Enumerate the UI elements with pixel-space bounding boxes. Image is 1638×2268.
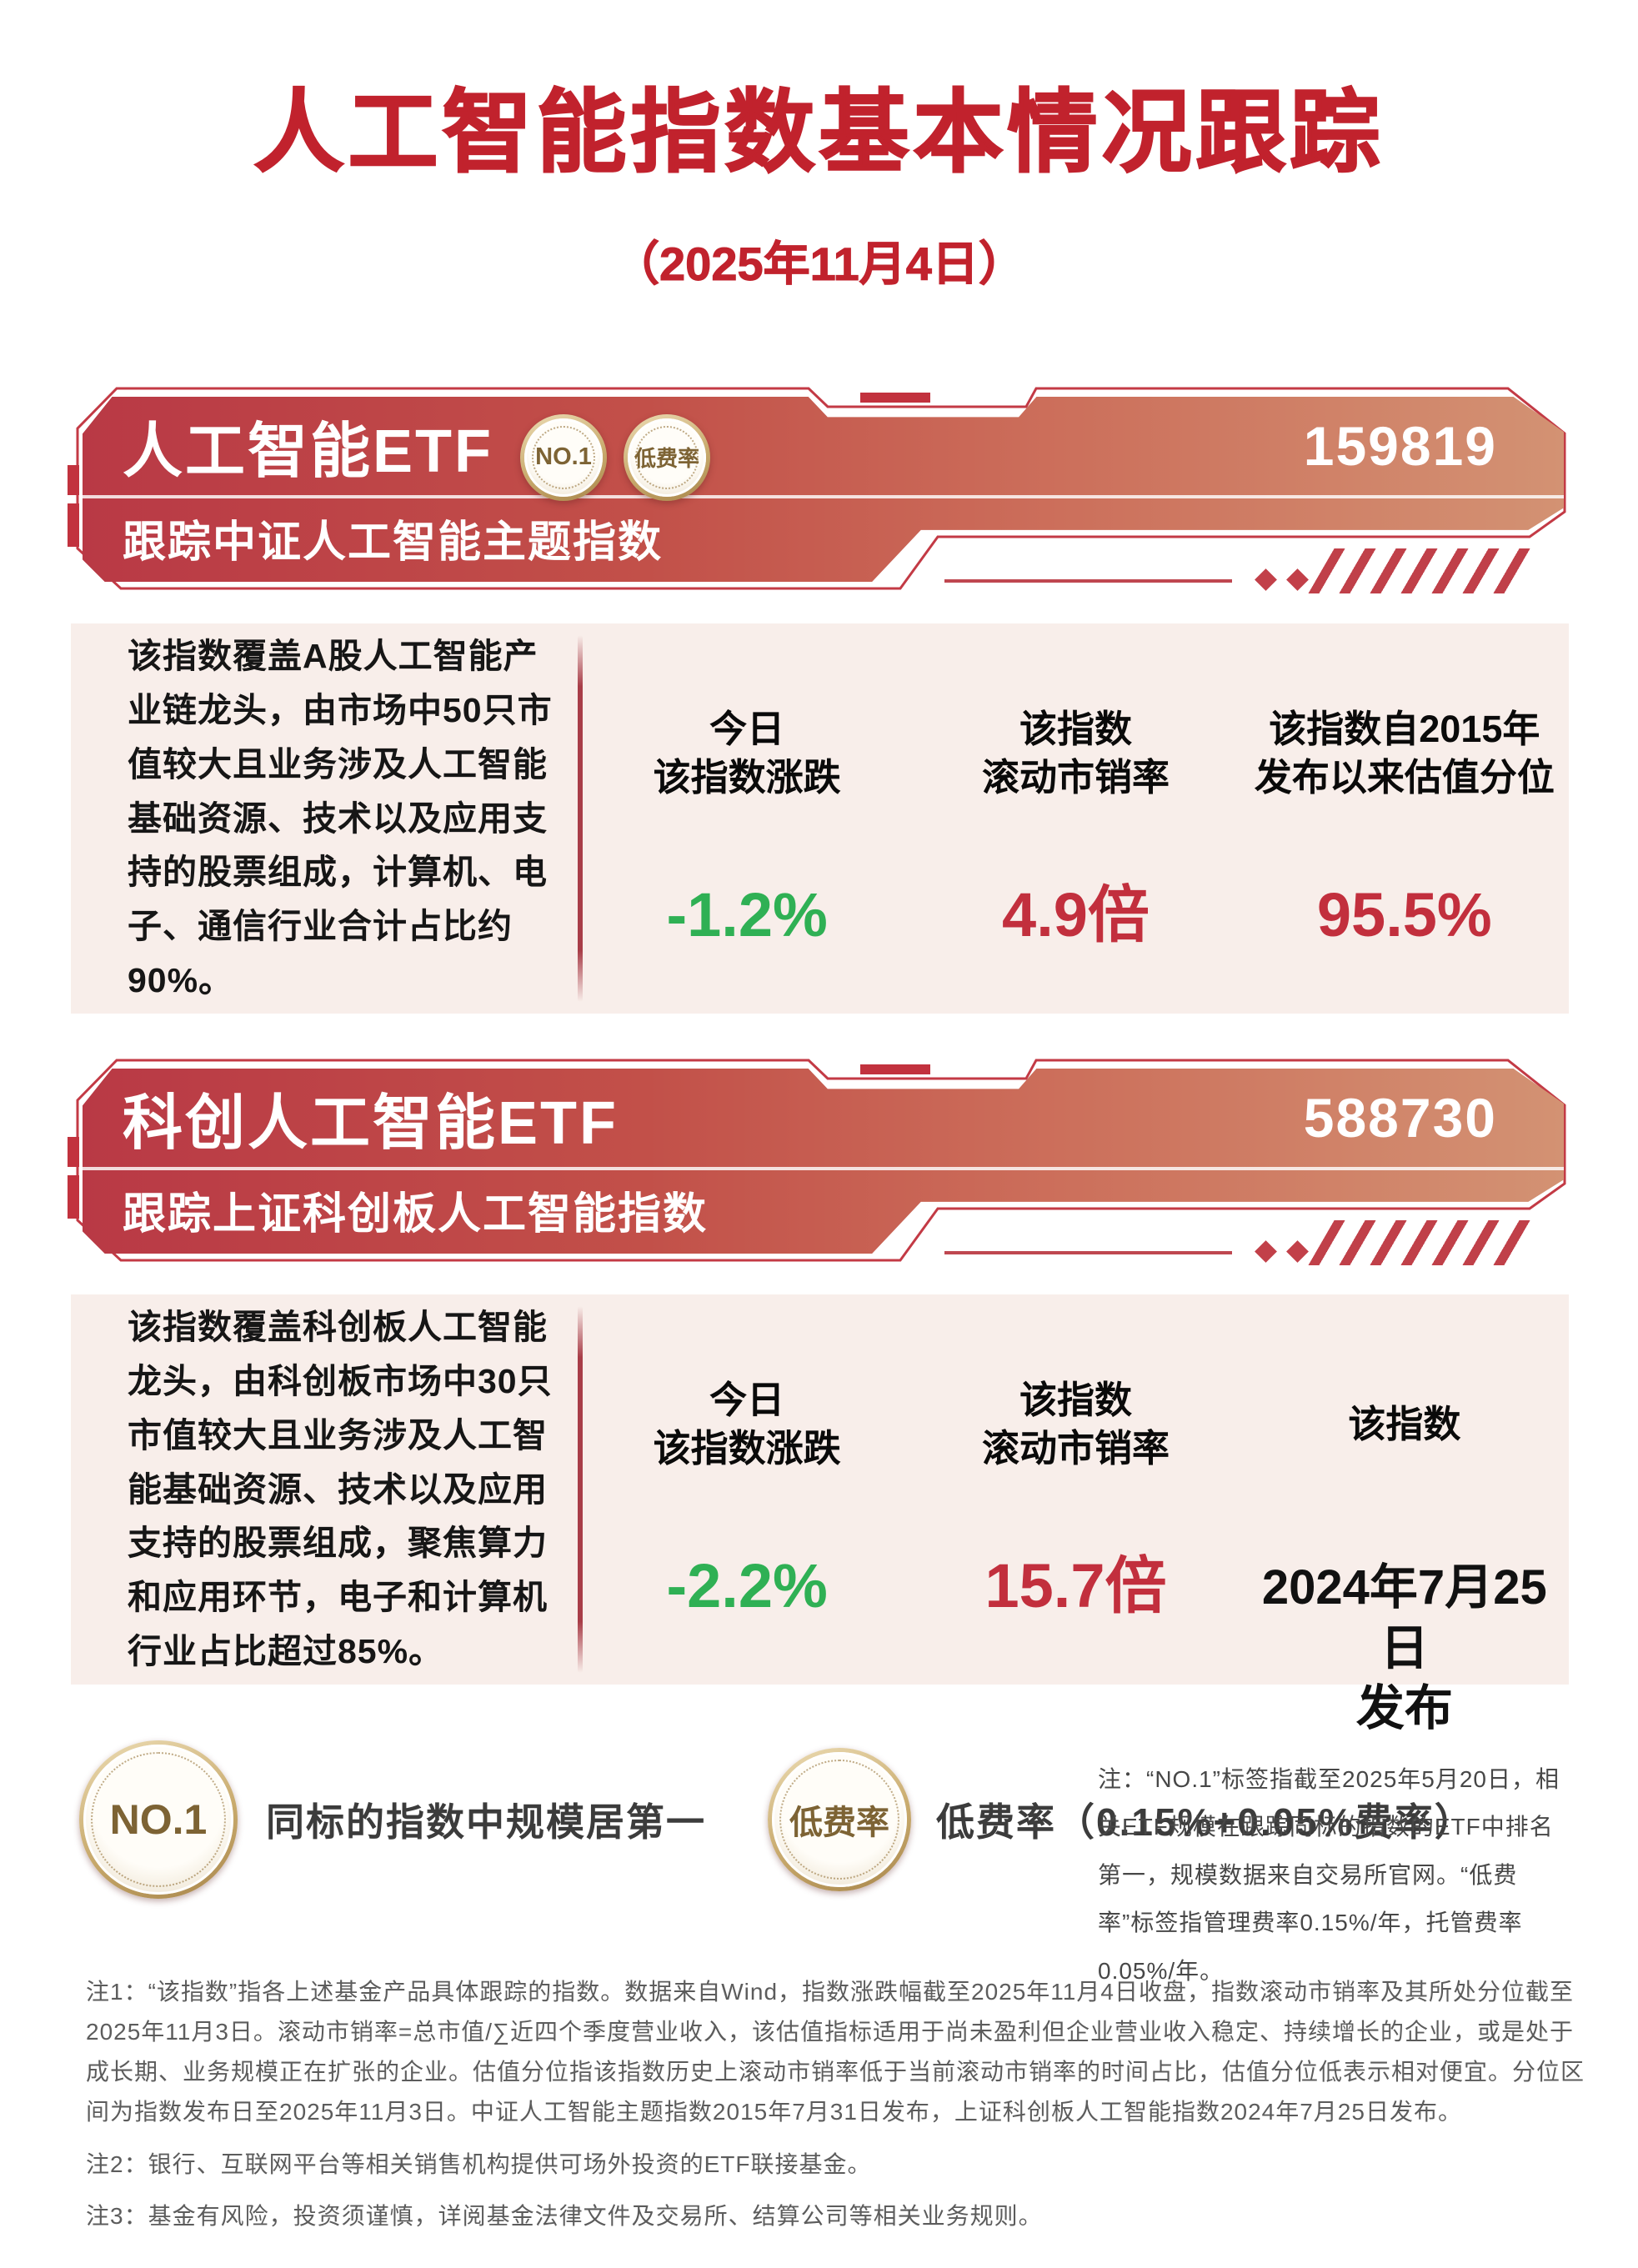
card2-stats: 今日 该指数涨跌 -2.2% 该指数 滚动市销率 15.7倍 <box>583 1294 1569 1736</box>
lowfee-badge-label: 低费率 <box>634 446 699 472</box>
card1-header: 人工智能ETF NO.1 低费率 159819 跟踪中证人工智能主题指数 <box>68 385 1575 593</box>
stat-value: 15.7倍 <box>984 1551 1167 1620</box>
left-tab-decoration <box>68 503 79 547</box>
underline-decoration <box>944 1251 1232 1254</box>
no1-badge-label: NO.1 <box>109 1796 208 1843</box>
card1-description: 该指数覆盖A股人工智能产业链龙头，由市场中50只市值较大且业务涉及人工智能基础资… <box>128 637 553 999</box>
vertical-divider <box>578 635 583 1002</box>
footnote-1: 注1：“该指数”指各上述基金产品具体跟踪的指数。数据来自Wind，指数涨跌幅截至… <box>86 1979 1585 2125</box>
stat-value: -2.2% <box>666 1551 828 1620</box>
page-title: 人工智能指数基本情况跟踪 <box>253 81 1385 183</box>
footnote-2: 注2：银行、互联网平台等相关销售机构提供可场外投资的ETF联接基金。 <box>86 2150 872 2177</box>
no1-badge-icon: NO.1 <box>79 1740 238 1899</box>
lowfee-badge-icon: 低费率 <box>768 1748 911 1891</box>
stat-ps-ratio: 该指数 滚动市销率 4.9倍 <box>911 623 1240 1014</box>
card1-stats: 今日 该指数涨跌 -1.2% 该指数 滚动市销率 4.9倍 <box>583 623 1569 1014</box>
stat-label: 该指数自2015年 发布以来估值分位 <box>1254 707 1555 799</box>
card1-code: 159819 <box>1303 414 1497 477</box>
stat-ps-ratio: 该指数 滚动市销率 15.7倍 <box>911 1294 1240 1685</box>
slashes-decoration <box>1308 548 1543 593</box>
page-date: （2025年11月4日） <box>613 238 1026 291</box>
card1-name: 人工智能ETF <box>123 418 493 486</box>
lowfee-badge-icon: 低费率 <box>624 413 710 501</box>
left-tab-decoration <box>68 465 79 495</box>
stat-launch-date: 该指数 2024年7月25日 发布 <box>1240 1294 1569 1735</box>
vertical-divider <box>578 1306 583 1673</box>
panel-separator-line <box>83 1166 1564 1170</box>
legend-note: 注：“NO.1”标签指截至2025年5月20日，相关ETF规模在跟踪同标的指数的… <box>1098 1766 1560 1984</box>
slashes-decoration <box>1308 1220 1543 1265</box>
stat-label: 今日 该指数涨跌 <box>653 707 841 799</box>
lowfee-badge-label: 低费率 <box>789 1805 889 1841</box>
card2-name: 科创人工智能ETF <box>123 1090 619 1158</box>
underline-decoration <box>944 579 1232 583</box>
card1-description-box: 该指数覆盖A股人工智能产业链龙头，由市场中50只市值较大且业务涉及人工智能基础资… <box>71 623 578 1014</box>
lowfee-legend-text: 低费率（0.15%+0.05%费率） <box>936 1800 1475 1844</box>
card1-tracking: 跟踪中证人工智能主题指数 <box>123 518 664 568</box>
card2-panel: 科创人工智能ETF 588730 跟踪上证科创板人工智能指数 <box>83 1069 1564 1254</box>
no1-badge-icon: NO.1 <box>520 413 607 501</box>
stat-label: 该指数 滚动市销率 <box>981 1378 1170 1470</box>
card1-info-section: 该指数覆盖A股人工智能产业链龙头，由市场中50只市值较大且业务涉及人工智能基础资… <box>71 623 1569 1014</box>
stat-daily-change: 今日 该指数涨跌 -1.2% <box>583 623 911 1014</box>
stat-value: -1.2% <box>666 880 828 949</box>
card2-title-row: 科创人工智能ETF 588730 <box>83 1069 1564 1167</box>
stat-daily-change: 今日 该指数涨跌 -2.2% <box>583 1294 911 1685</box>
stat-value: 95.5% <box>1316 880 1492 949</box>
stat-label: 该指数 滚动市销率 <box>981 707 1170 799</box>
notch-bar-decoration <box>860 1064 930 1074</box>
stat-value: 2024年7月25日 发布 <box>1261 1560 1547 1735</box>
legend-row: NO.1 同标的指数中规模居第一 低费率 低费率（0.15%+0.05%费率） <box>79 1740 1475 1899</box>
card1-title-row: 人工智能ETF NO.1 低费率 159819 <box>83 397 1564 501</box>
stat-value: 4.9倍 <box>1002 880 1150 949</box>
no1-badge-label: NO.1 <box>535 443 592 471</box>
stat-label: 该指数 <box>1348 1402 1461 1445</box>
card2-code: 588730 <box>1303 1086 1497 1149</box>
footnote-3: 注3：基金有风险，投资须谨慎，详阅基金法律文件及交易所、结算公司等相关业务规则。 <box>86 2202 1043 2229</box>
panel-separator-line <box>83 494 1564 498</box>
legend-section: NO.1 同标的指数中规模居第一 低费率 低费率（0.15%+0.05%费率） … <box>79 1740 1571 1984</box>
card1-badges: NO.1 低费率 <box>520 413 710 501</box>
notch-bar-decoration <box>860 393 930 403</box>
card2-description: 该指数覆盖科创板人工智能龙头，由科创板市场中30只市值较大且业务涉及人工智能基础… <box>128 1308 553 1670</box>
card2-info-section: 该指数覆盖科创板人工智能龙头，由科创板市场中30只市值较大且业务涉及人工智能基础… <box>71 1294 1569 1736</box>
card2-tracking: 跟踪上证科创板人工智能指数 <box>123 1190 709 1239</box>
left-tab-decoration <box>68 1175 79 1219</box>
card2-header: 科创人工智能ETF 588730 跟踪上证科创板人工智能指数 <box>68 1057 1575 1265</box>
stat-valuation-percentile: 该指数自2015年 发布以来估值分位 95.5% <box>1240 623 1569 1014</box>
footnotes-section: 注1：“该指数”指各上述基金产品具体跟踪的指数。数据来自Wind，指数涨跌幅截至… <box>86 1972 1586 2248</box>
left-tab-decoration <box>68 1137 79 1167</box>
card2-description-box: 该指数覆盖科创板人工智能龙头，由科创板市场中30只市值较大且业务涉及人工智能基础… <box>71 1294 578 1685</box>
stat-label: 今日 该指数涨跌 <box>653 1378 841 1470</box>
no1-legend-text: 同标的指数中规模居第一 <box>266 1800 706 1844</box>
